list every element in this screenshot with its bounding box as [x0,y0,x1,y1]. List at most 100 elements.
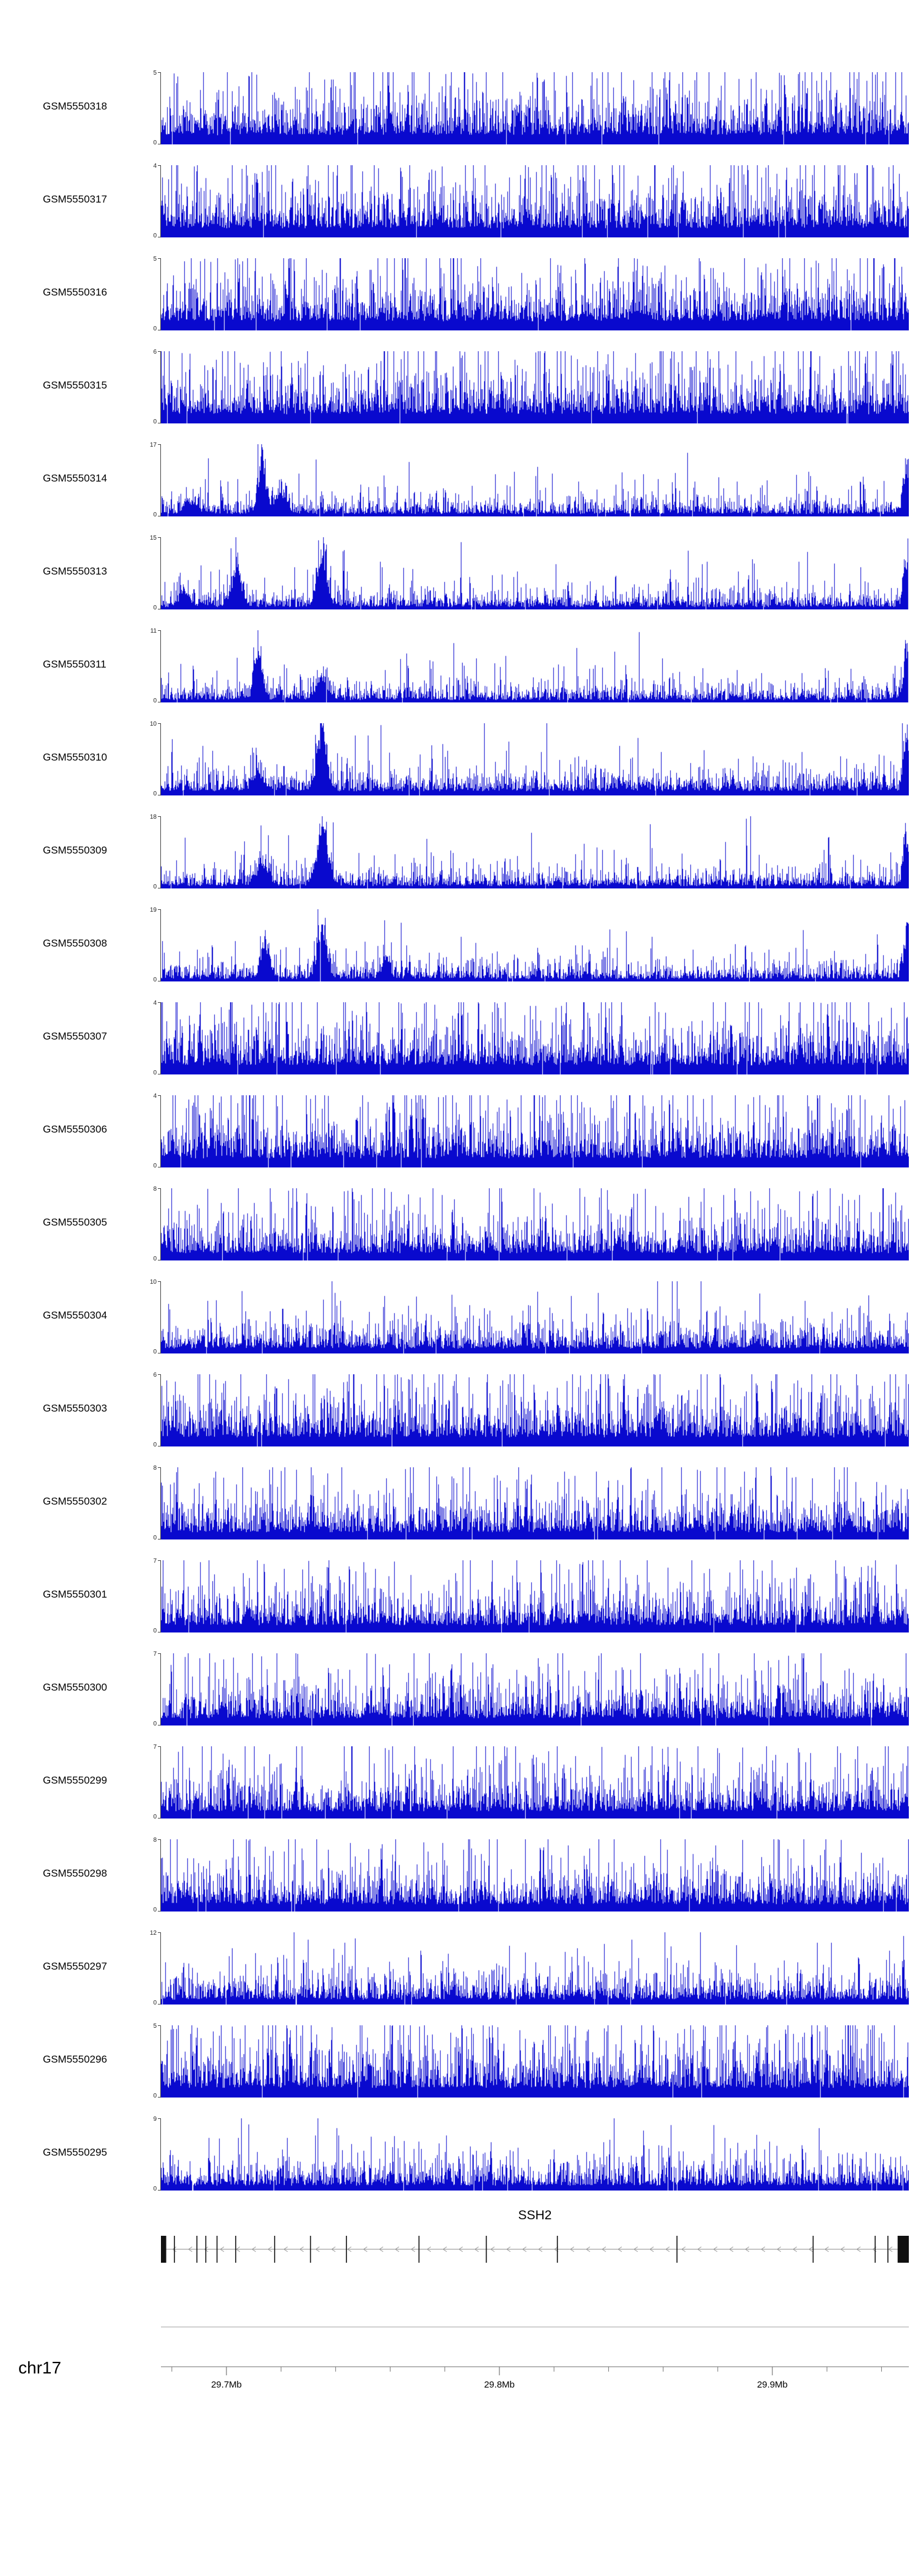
track-sample-label: GSM5550297 [43,1960,107,1972]
track-plot: 5 0 [138,2023,909,2099]
track-y-axis: 7 0 [138,1651,161,1727]
chromosome-label: chr17 [18,2358,62,2377]
y-axis-max-label: 6 [153,349,157,356]
track-y-axis: 5 0 [138,2023,161,2099]
coverage-track-row: GSM5550308 19 0 [0,897,918,990]
y-axis-line [158,909,161,981]
track-sample-label: GSM5550301 [43,1588,107,1600]
track-y-axis: 7 0 [138,1744,161,1820]
coverage-track-row: GSM5550315 6 0 [0,339,918,432]
y-axis-line [158,1467,161,1539]
y-axis-zero-label: 0 [153,1535,157,1541]
track-y-axis: 17 0 [138,442,161,518]
y-axis-max-label: 4 [153,1000,157,1007]
track-y-axis: 4 0 [138,1093,161,1169]
track-sample-label: GSM5550310 [43,751,107,763]
y-axis-max-label: 9 [153,2116,157,2123]
y-axis-max-label: 17 [149,442,157,449]
y-axis-zero-label: 0 [153,1721,157,1727]
coverage-signal-plot [161,444,909,516]
y-axis-max-label: 7 [153,1651,157,1658]
y-axis-max-label: 7 [153,1558,157,1565]
track-plot: 4 0 [138,163,909,239]
coverage-signal-plot [161,1746,909,1818]
coverage-track-row: GSM5550296 5 0 [0,2013,918,2106]
y-axis-line [158,816,161,888]
track-sample-label: GSM5550298 [43,1867,107,1879]
y-axis-zero-label: 0 [153,1070,157,1076]
y-axis-zero-label: 0 [153,1442,157,1448]
track-y-axis: 9 0 [138,2116,161,2192]
y-axis-max-label: 7 [153,1744,157,1751]
gene-title: SSH2 [518,2208,552,2222]
y-axis-line [158,1188,161,1260]
track-sample-label: GSM5550300 [43,1681,107,1693]
track-sample-label: GSM5550309 [43,844,107,856]
y-axis-line [158,1653,161,1725]
coverage-signal-plot [161,1932,909,2005]
track-plot: 10 0 [138,1279,909,1355]
genome-axis: 29.7Mb 29.8Mb 29.9Mb [161,2326,909,2390]
y-axis-zero-label: 0 [153,1349,157,1355]
coverage-signal-plot [161,351,909,423]
track-sample-label: GSM5550306 [43,1123,107,1135]
track-y-axis: 10 0 [138,1279,161,1355]
track-sample-label: GSM5550307 [43,1030,107,1042]
coverage-track-row: GSM5550318 5 0 [0,60,918,153]
track-plot: 12 0 [138,1930,909,2006]
track-plot: 7 0 [138,1744,909,1820]
coverage-signal-plot [161,165,909,237]
y-axis-zero-label: 0 [153,1163,157,1169]
y-axis-max-label: 10 [149,1279,157,1286]
track-plot: 11 0 [138,628,909,704]
track-sample-label: GSM5550302 [43,1495,107,1507]
track-plot: 7 0 [138,1558,909,1634]
y-axis-line [158,351,161,423]
track-y-axis: 19 0 [138,907,161,983]
y-axis-line [158,1281,161,1353]
y-axis-line [158,1095,161,1167]
coverage-track-row: GSM5550311 11 0 [0,618,918,711]
y-axis-zero-label: 0 [153,977,157,983]
coverage-track-row: GSM5550316 5 0 [0,246,918,339]
y-axis-zero-label: 0 [153,140,157,146]
track-plot: 5 0 [138,256,909,332]
track-y-axis: 5 0 [138,256,161,332]
track-sample-label: GSM5550318 [43,100,107,112]
coverage-signal-plot [161,537,909,609]
coverage-signal-plot [161,2118,909,2191]
coverage-signal-plot [161,723,909,795]
coverage-signal-plot [161,1653,909,1725]
y-axis-zero-label: 0 [153,326,157,332]
y-axis-line [158,630,161,702]
axis-tick-label: 29.8Mb [484,2380,515,2390]
y-axis-line [158,258,161,330]
y-axis-zero-label: 0 [153,233,157,239]
track-sample-label: GSM5550305 [43,1216,107,1228]
track-sample-label: GSM5550303 [43,1402,107,1414]
track-sample-label: GSM5550295 [43,2146,107,2158]
track-plot: 6 0 [138,1372,909,1448]
coverage-track-row: GSM5550314 17 0 [0,432,918,525]
y-axis-zero-label: 0 [153,1628,157,1634]
y-axis-zero-label: 0 [153,1907,157,1913]
track-plot: 17 0 [138,442,909,518]
track-plot: 18 0 [138,814,909,890]
coverage-signal-plot [161,816,909,888]
track-sample-label: GSM5550314 [43,472,107,484]
y-axis-max-label: 8 [153,1465,157,1472]
gene-model [161,2236,909,2263]
y-axis-line [158,1002,161,1074]
track-y-axis: 6 0 [138,349,161,425]
y-axis-max-label: 11 [150,628,157,635]
coverage-track-row: GSM5550300 7 0 [0,1641,918,1734]
track-y-axis: 4 0 [138,1000,161,1076]
track-y-axis: 6 0 [138,1372,161,1448]
coverage-track-row: GSM5550298 8 0 [0,1827,918,1920]
track-sample-label: GSM5550316 [43,286,107,298]
track-y-axis: 8 0 [138,1837,161,1913]
track-sample-label: GSM5550304 [43,1309,107,1321]
coverage-signal-plot [161,1095,909,1167]
y-axis-max-label: 5 [153,2023,157,2030]
track-sample-label: GSM5550299 [43,1774,107,1786]
